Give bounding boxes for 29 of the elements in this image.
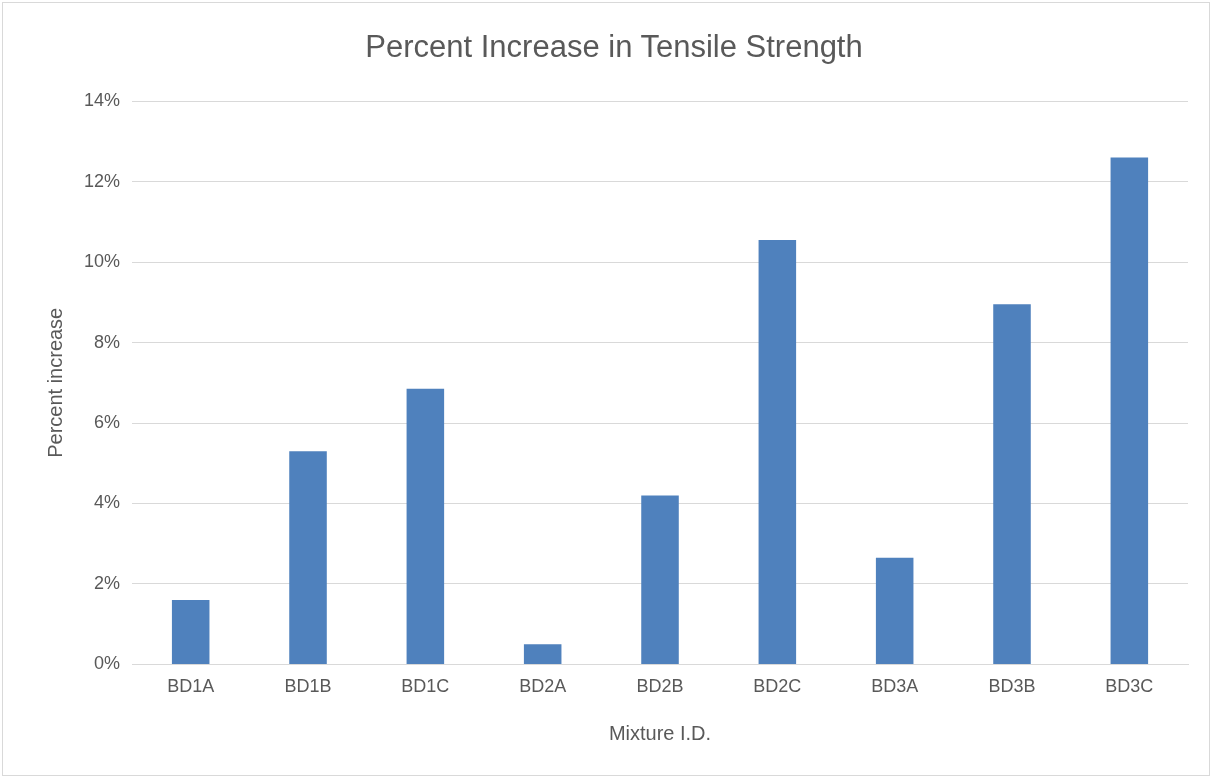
y-tick-label: 8% — [94, 331, 121, 352]
bar — [523, 644, 562, 664]
x-tick-label: BD2B — [636, 676, 684, 697]
bar — [406, 388, 445, 664]
bar — [875, 557, 914, 664]
x-tick-label: BD1A — [167, 676, 215, 697]
y-axis-title: Percent increase — [43, 307, 66, 458]
y-tick-label: 6% — [94, 412, 121, 432]
x-tick-label: BD3C — [1105, 676, 1154, 697]
x-tick-label: BD2A — [519, 676, 567, 697]
bar — [758, 239, 797, 664]
y-tick-label: 2% — [94, 572, 121, 593]
x-tick-label: BD1B — [284, 676, 332, 697]
x-tick-label: BD1C — [401, 676, 450, 697]
x-tick-label: BD3A — [871, 676, 919, 697]
y-tick-label: 0% — [94, 653, 121, 674]
bar — [641, 495, 679, 664]
y-tick-label: 10% — [84, 251, 121, 272]
bar — [289, 451, 327, 664]
bar — [171, 600, 210, 664]
y-tick-label: 4% — [94, 492, 121, 513]
x-axis-title: Mixture I.D. — [608, 721, 712, 744]
bar — [1110, 157, 1149, 664]
y-tick-label: 12% — [84, 170, 121, 191]
chart-title: Percent Increase in Tensile Strength — [365, 29, 863, 65]
x-tick-label: BD3B — [988, 676, 1036, 697]
x-tick-label: BD2C — [753, 676, 802, 697]
bar — [993, 304, 1031, 664]
y-tick-label: 14% — [84, 90, 121, 111]
